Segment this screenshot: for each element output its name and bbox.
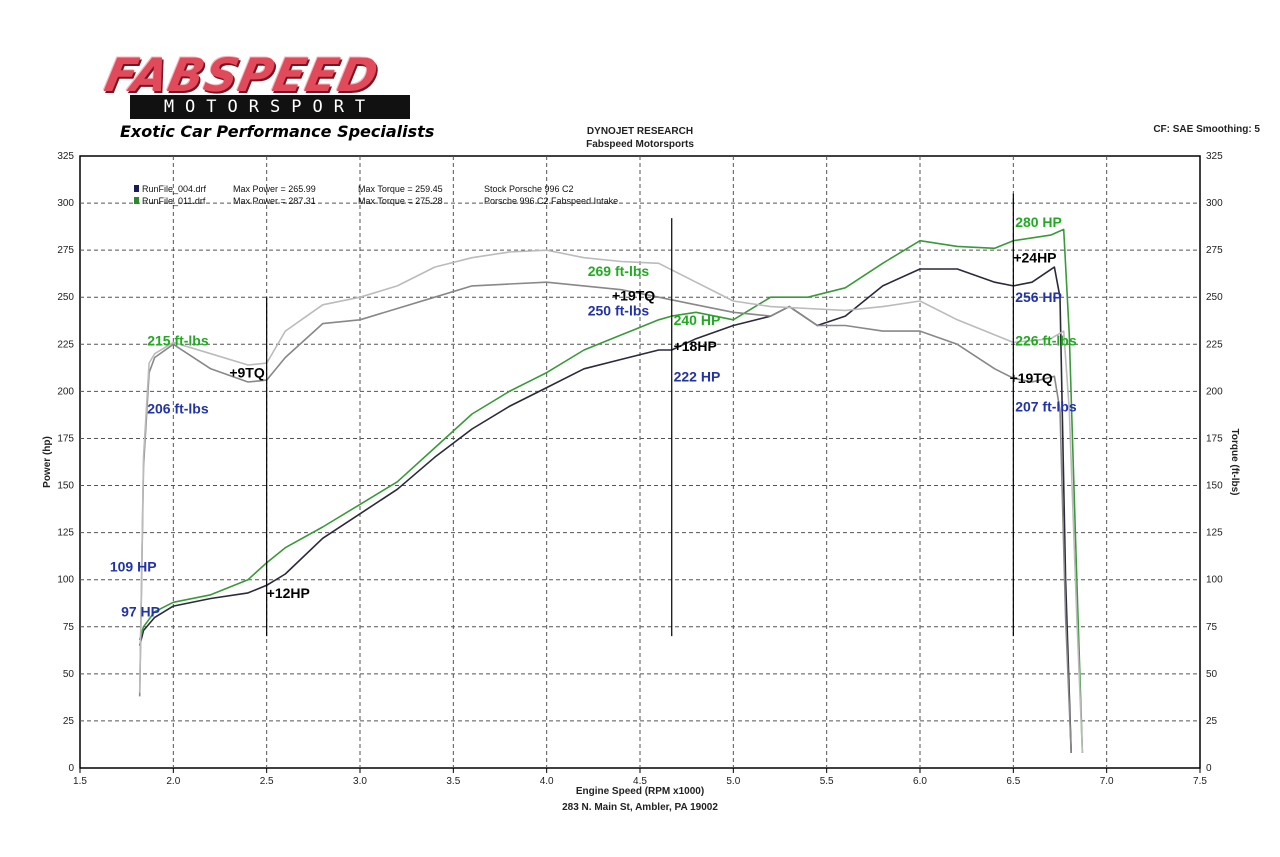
x-tick-label: 4.0 bbox=[540, 776, 554, 787]
y-tick-label-left: 250 bbox=[57, 292, 74, 303]
annotation-label: +9TQ bbox=[229, 365, 265, 381]
y-axis-label-left: Power (hp) bbox=[42, 436, 53, 488]
x-tick-label: 5.0 bbox=[726, 776, 740, 787]
y-axis-label-right: Torque (ft-lbs) bbox=[1229, 428, 1240, 495]
series-line-stock_hp bbox=[138, 266, 1072, 753]
x-tick-label: 3.5 bbox=[446, 776, 460, 787]
y-tick-label-right: 225 bbox=[1206, 339, 1223, 350]
y-tick-label-right: 50 bbox=[1206, 669, 1218, 680]
annotation-label: 240 HP bbox=[674, 312, 721, 328]
annotation-label: 280 HP bbox=[1015, 214, 1062, 230]
logo-tagline: Exotic Car Performance Specialists bbox=[120, 122, 435, 141]
x-tick-label: 5.5 bbox=[820, 776, 834, 787]
x-tick-label: 7.0 bbox=[1100, 776, 1114, 787]
y-tick-label-right: 175 bbox=[1206, 433, 1223, 444]
annotation-label: +19TQ bbox=[612, 287, 655, 303]
annotation-label: 215 ft-lbs bbox=[147, 333, 209, 349]
y-tick-label-right: 250 bbox=[1206, 292, 1223, 303]
annotation-label: 207 ft-lbs bbox=[1015, 398, 1077, 414]
footer-address: 283 N. Main St, Ambler, PA 19002 bbox=[562, 802, 718, 813]
legend-power: Max Power = 265.99 bbox=[233, 184, 316, 194]
y-tick-label-right: 75 bbox=[1206, 622, 1218, 633]
y-tick-label-right: 275 bbox=[1206, 245, 1223, 256]
y-tick-label-right: 100 bbox=[1206, 575, 1223, 586]
annotation-label: 222 HP bbox=[674, 368, 721, 384]
annotation-label: +18HP bbox=[674, 338, 717, 354]
legend-power: Max Power = 287.31 bbox=[233, 196, 316, 206]
y-tick-label-left: 275 bbox=[57, 245, 74, 256]
annotation-label: 206 ft-lbs bbox=[147, 400, 209, 416]
y-tick-label-left: 0 bbox=[68, 763, 74, 774]
series-line-stock_tq bbox=[138, 281, 1072, 753]
y-tick-label-right: 25 bbox=[1206, 716, 1218, 727]
y-tick-label-right: 0 bbox=[1206, 763, 1212, 774]
y-tick-label-right: 150 bbox=[1206, 481, 1223, 492]
legend-file: RunFile_011.drf bbox=[142, 196, 206, 206]
x-tick-label: 3.0 bbox=[353, 776, 367, 787]
y-tick-label-left: 225 bbox=[57, 339, 74, 350]
legend-torque: Max Torque = 275.28 bbox=[358, 196, 443, 206]
y-tick-label-left: 125 bbox=[57, 528, 74, 539]
y-tick-label-left: 175 bbox=[57, 433, 74, 444]
header-cf: CF: SAE Smoothing: 5 bbox=[1153, 124, 1260, 135]
fabspeed-logo: FABSPEED MOTORSPORT Exotic Car Performan… bbox=[100, 48, 460, 148]
legend-torque: Max Torque = 259.45 bbox=[358, 184, 443, 194]
legend-swatch bbox=[134, 185, 139, 192]
y-tick-label-left: 150 bbox=[57, 481, 74, 492]
y-tick-label-right: 200 bbox=[1206, 386, 1223, 397]
annotation-label: 250 ft-lbs bbox=[588, 302, 650, 318]
y-tick-label-left: 200 bbox=[57, 386, 74, 397]
legend-swatch bbox=[134, 197, 139, 204]
logo-sub: MOTORSPORT bbox=[130, 95, 410, 119]
y-tick-label-left: 75 bbox=[63, 622, 75, 633]
y-tick-label-left: 325 bbox=[57, 151, 74, 162]
y-tick-label-right: 125 bbox=[1206, 528, 1223, 539]
logo-brand: FABSPEED bbox=[100, 48, 384, 102]
annotation-label: 256 HP bbox=[1015, 289, 1062, 305]
annotation-label: +19TQ bbox=[1010, 370, 1053, 386]
x-tick-label: 1.5 bbox=[73, 776, 87, 787]
header-line1: DYNOJET RESEARCH bbox=[586, 126, 694, 137]
x-tick-label: 2.0 bbox=[166, 776, 180, 787]
x-axis-label: Engine Speed (RPM x1000) bbox=[576, 786, 704, 797]
annotation-label: +24HP bbox=[1013, 250, 1056, 266]
y-tick-label-right: 300 bbox=[1206, 198, 1223, 209]
series-line-fab_hp bbox=[138, 228, 1084, 753]
x-tick-label: 6.0 bbox=[913, 776, 927, 787]
x-tick-label: 4.5 bbox=[633, 776, 647, 787]
annotation-label: 109 HP bbox=[110, 559, 157, 575]
series-line-fab_tq bbox=[138, 249, 1084, 753]
annotation-label: 269 ft-lbs bbox=[588, 263, 650, 279]
y-tick-label-left: 300 bbox=[57, 198, 74, 209]
x-tick-label: 2.5 bbox=[260, 776, 274, 787]
annotation-label: 226 ft-lbs bbox=[1015, 333, 1077, 349]
legend-desc: Stock Porsche 996 C2 bbox=[484, 184, 574, 194]
annotation-label: 97 HP bbox=[121, 604, 160, 620]
x-tick-label: 6.5 bbox=[1006, 776, 1020, 787]
header-line2: Fabspeed Motorsports bbox=[586, 139, 694, 150]
x-tick-label: 7.5 bbox=[1193, 776, 1207, 787]
legend-desc: Porsche 996 C2 Fabspeed Intake bbox=[484, 196, 618, 206]
y-tick-label-left: 50 bbox=[63, 669, 75, 680]
annotation-label: +12HP bbox=[267, 585, 310, 601]
y-tick-label-right: 325 bbox=[1206, 151, 1223, 162]
y-tick-label-left: 25 bbox=[63, 716, 75, 727]
legend-file: RunFile_004.drf bbox=[142, 184, 207, 194]
y-tick-label-left: 100 bbox=[57, 575, 74, 586]
